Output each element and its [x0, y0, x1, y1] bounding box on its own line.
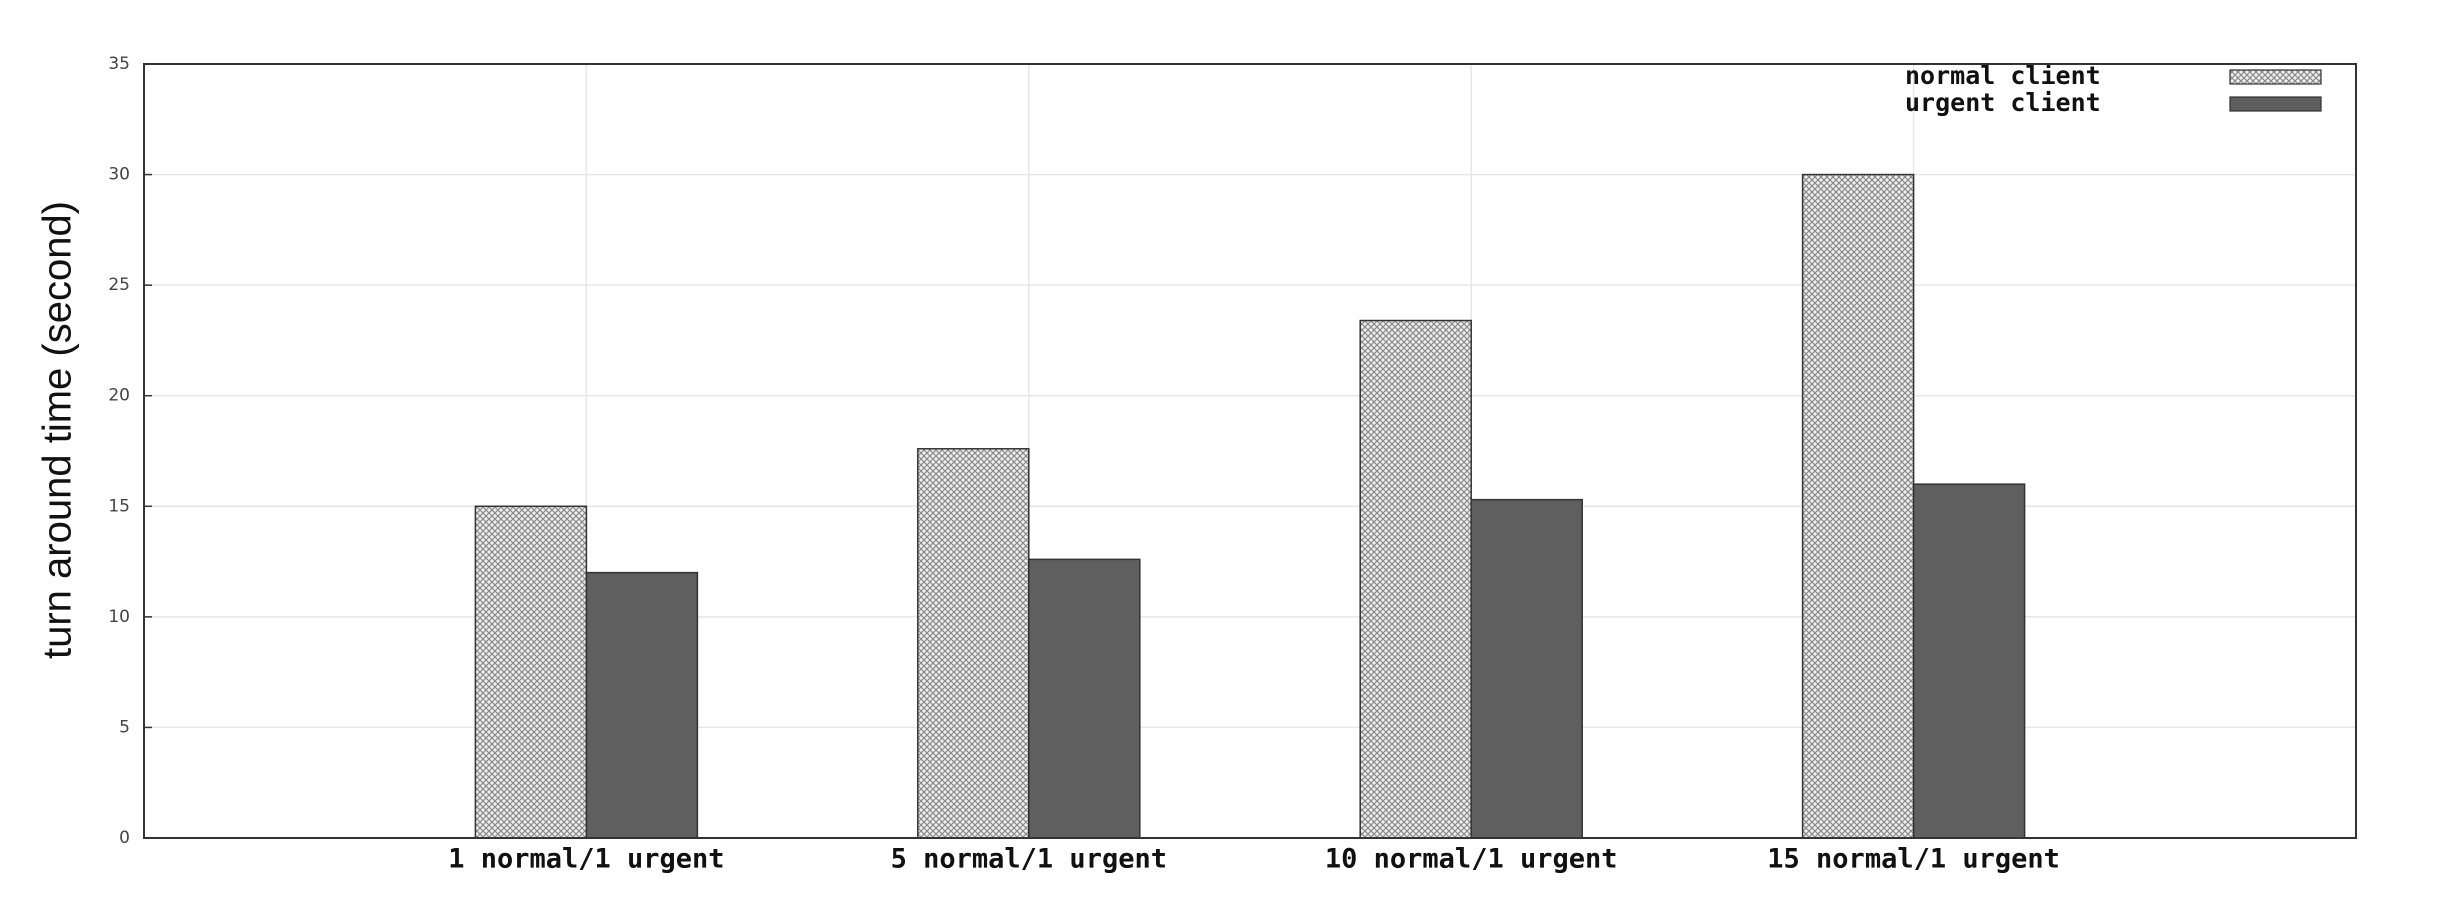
bar [1912, 483, 2026, 839]
legend-swatch [2229, 69, 2322, 85]
y-axis-label: turn around time (second) [36, 201, 80, 659]
bar [917, 448, 1030, 839]
y-tick-label: 15 [108, 496, 130, 516]
y-tick-label: 35 [108, 54, 130, 74]
x-tick-label: 10 normal/1 urgent [1325, 844, 1618, 875]
bar [585, 571, 699, 839]
legend-label: normal client [1905, 61, 2101, 90]
y-tick-label: 5 [119, 717, 130, 737]
bar [1801, 173, 1915, 839]
bar [474, 505, 588, 839]
y-tick-label: 20 [108, 386, 130, 406]
y-tick-label: 10 [108, 607, 130, 627]
x-tick-label: 5 normal/1 urgent [891, 844, 1167, 875]
x-tick-label: 15 normal/1 urgent [1767, 844, 2060, 875]
x-tick-label: 1 normal/1 urgent [448, 844, 724, 875]
bar [1470, 498, 1583, 839]
y-tick-label: 0 [119, 828, 130, 848]
legend-label: urgent client [1905, 88, 2101, 117]
bar [1359, 319, 1472, 839]
plot-frame [143, 63, 2357, 839]
legend-swatch [2229, 96, 2322, 112]
y-tick-label: 25 [108, 275, 130, 295]
y-tick-label: 30 [108, 165, 130, 185]
bar [1028, 558, 1141, 839]
